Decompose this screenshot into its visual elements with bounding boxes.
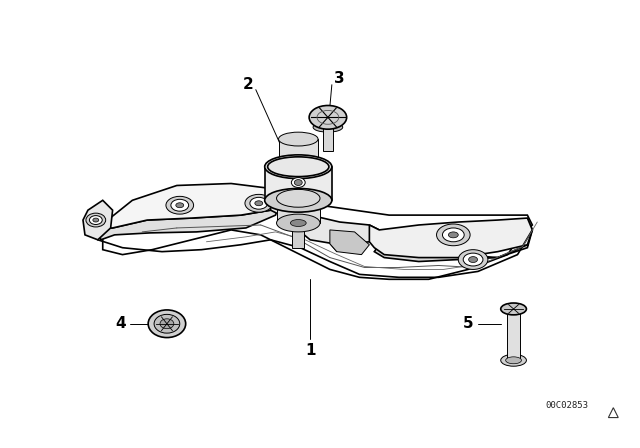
Text: 00C02853: 00C02853 xyxy=(545,401,588,410)
Ellipse shape xyxy=(148,310,186,338)
Ellipse shape xyxy=(278,162,318,176)
Ellipse shape xyxy=(245,194,273,212)
Ellipse shape xyxy=(468,257,477,263)
Ellipse shape xyxy=(160,319,174,329)
Ellipse shape xyxy=(449,232,458,238)
Ellipse shape xyxy=(291,220,306,227)
Ellipse shape xyxy=(255,201,262,206)
Ellipse shape xyxy=(86,213,106,227)
Polygon shape xyxy=(374,218,532,262)
Text: 2: 2 xyxy=(243,77,253,92)
Polygon shape xyxy=(276,198,320,223)
Ellipse shape xyxy=(500,303,527,315)
Polygon shape xyxy=(265,167,332,200)
Ellipse shape xyxy=(265,155,332,179)
Ellipse shape xyxy=(291,177,305,187)
Text: 4: 4 xyxy=(115,316,126,331)
Ellipse shape xyxy=(436,224,470,246)
Ellipse shape xyxy=(166,196,193,214)
Ellipse shape xyxy=(276,190,320,207)
Polygon shape xyxy=(98,200,280,240)
Ellipse shape xyxy=(309,105,347,129)
Ellipse shape xyxy=(171,199,189,211)
Ellipse shape xyxy=(294,180,302,185)
Polygon shape xyxy=(103,195,532,279)
Ellipse shape xyxy=(278,132,318,146)
Ellipse shape xyxy=(284,217,312,229)
Text: 3: 3 xyxy=(335,71,345,86)
Text: 5: 5 xyxy=(463,316,474,331)
Ellipse shape xyxy=(265,189,332,212)
Polygon shape xyxy=(292,223,304,248)
Ellipse shape xyxy=(313,122,342,132)
Ellipse shape xyxy=(458,250,488,269)
Ellipse shape xyxy=(93,218,99,222)
Polygon shape xyxy=(278,139,318,169)
Polygon shape xyxy=(369,218,532,258)
Ellipse shape xyxy=(268,157,329,177)
Ellipse shape xyxy=(276,214,320,232)
Ellipse shape xyxy=(176,203,184,208)
Ellipse shape xyxy=(506,357,522,364)
Polygon shape xyxy=(98,184,280,228)
Ellipse shape xyxy=(250,197,268,209)
Polygon shape xyxy=(323,127,333,151)
Text: 1: 1 xyxy=(305,343,316,358)
Polygon shape xyxy=(507,309,520,360)
Ellipse shape xyxy=(154,314,180,333)
Ellipse shape xyxy=(500,354,527,366)
Polygon shape xyxy=(83,200,113,240)
Ellipse shape xyxy=(463,253,483,266)
Ellipse shape xyxy=(442,228,464,242)
Ellipse shape xyxy=(90,215,102,224)
Polygon shape xyxy=(330,230,369,254)
Polygon shape xyxy=(271,189,380,245)
